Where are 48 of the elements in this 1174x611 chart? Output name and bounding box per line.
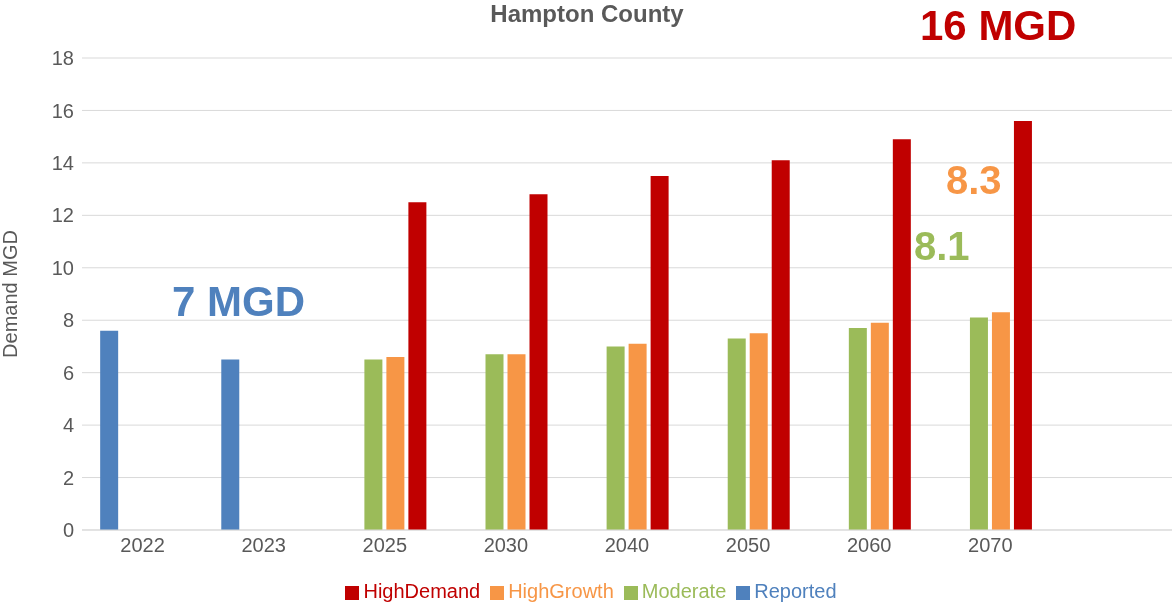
text: 16 MGD <box>920 2 1077 50</box>
legend-label: HighGrowth <box>508 580 614 602</box>
x-tick-label: 2040 <box>604 534 650 557</box>
legend-label: Reported <box>754 580 837 602</box>
y-tick-label: 2 <box>62 466 74 489</box>
bar <box>364 359 383 530</box>
x-tick-label: 2022 <box>120 534 165 557</box>
y-tick-label: 6 <box>62 361 74 384</box>
bar <box>650 176 669 530</box>
bar <box>485 354 504 530</box>
legend-label: Moderate <box>641 580 727 602</box>
bar <box>100 330 119 530</box>
bar <box>1013 120 1032 530</box>
bar <box>749 333 768 530</box>
bar <box>870 322 889 530</box>
y-tick-label: 4 <box>62 414 74 437</box>
annotation: 7 MGD <box>172 278 306 326</box>
bar <box>727 338 746 530</box>
y-tick-label: 8 <box>62 309 74 332</box>
y-tick-label: 12 <box>51 204 74 227</box>
legend-label: HighDemand <box>363 580 481 602</box>
y-axis-title: Demand MGD <box>0 230 22 358</box>
bar <box>848 328 867 530</box>
y-tick-label: 0 <box>62 519 74 542</box>
bar <box>529 194 548 530</box>
chart-title: Hampton County <box>490 0 684 27</box>
bar <box>771 160 790 530</box>
bar <box>606 346 625 530</box>
annotation: 8.3 <box>946 158 1002 203</box>
bar <box>628 343 647 530</box>
x-tick-label: 2050 <box>725 534 771 557</box>
bar <box>507 354 526 530</box>
x-tick-label: 2025 <box>362 534 408 557</box>
bar <box>221 359 240 530</box>
y-tick-label: 16 <box>51 99 74 122</box>
annotation: 8.1 <box>914 224 970 269</box>
bar <box>386 356 405 530</box>
y-tick-label: 14 <box>51 151 74 174</box>
y-tick-label: 18 <box>51 47 74 70</box>
y-tick-label: 10 <box>51 256 74 279</box>
x-tick-label: 2023 <box>241 534 286 557</box>
bar <box>892 139 911 530</box>
bar <box>991 312 1010 530</box>
bar <box>408 202 427 530</box>
x-tick-label: 2060 <box>846 534 892 557</box>
x-tick-label: 2030 <box>483 534 529 557</box>
x-tick-label: 2070 <box>968 534 1013 557</box>
bar <box>969 317 988 530</box>
